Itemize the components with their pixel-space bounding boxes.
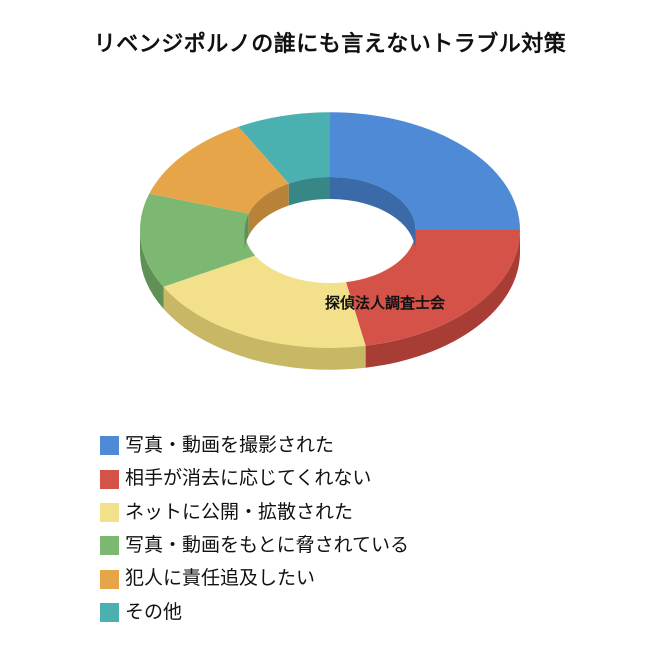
legend-swatch — [100, 603, 119, 622]
legend-swatch — [100, 536, 119, 555]
legend-label: 相手が消去に応じてくれない — [125, 463, 371, 494]
legend-swatch — [100, 436, 119, 455]
legend-label: その他 — [125, 597, 182, 628]
legend-item: 犯人に責任追及したい — [100, 563, 409, 594]
chart-container: リベンジポルノの誰にも言えないトラブル対策 探偵法人調査士会 写真・動画を撮影さ… — [0, 0, 660, 660]
donut-svg — [55, 70, 605, 410]
legend-label: ネットに公開・拡散された — [125, 497, 353, 528]
chart-legend: 写真・動画を撮影された相手が消去に応じてくれないネットに公開・拡散された写真・動… — [100, 430, 409, 630]
slice-top — [346, 230, 520, 346]
legend-item: ネットに公開・拡散された — [100, 497, 409, 528]
legend-label: 犯人に責任追及したい — [125, 563, 315, 594]
legend-label: 写真・動画をもとに脅されている — [125, 530, 409, 561]
legend-label: 写真・動画を撮影された — [125, 430, 334, 461]
chart-center-label: 探偵法人調査士会 — [295, 292, 475, 313]
donut-chart: 探偵法人調査士会 — [55, 70, 605, 410]
title-rest: の誰にも言えないトラブル対策 — [251, 31, 566, 56]
legend-item: 相手が消去に応じてくれない — [100, 463, 409, 494]
legend-item: 写真・動画を撮影された — [100, 430, 409, 461]
page-title: リベンジポルノの誰にも言えないトラブル対策 — [0, 26, 660, 58]
legend-swatch — [100, 503, 119, 522]
legend-swatch — [100, 570, 119, 589]
title-emphasis: リベンジポルノ — [94, 31, 252, 56]
legend-swatch — [100, 470, 119, 489]
slice-top — [330, 112, 520, 230]
legend-item: その他 — [100, 597, 409, 628]
legend-item: 写真・動画をもとに脅されている — [100, 530, 409, 561]
